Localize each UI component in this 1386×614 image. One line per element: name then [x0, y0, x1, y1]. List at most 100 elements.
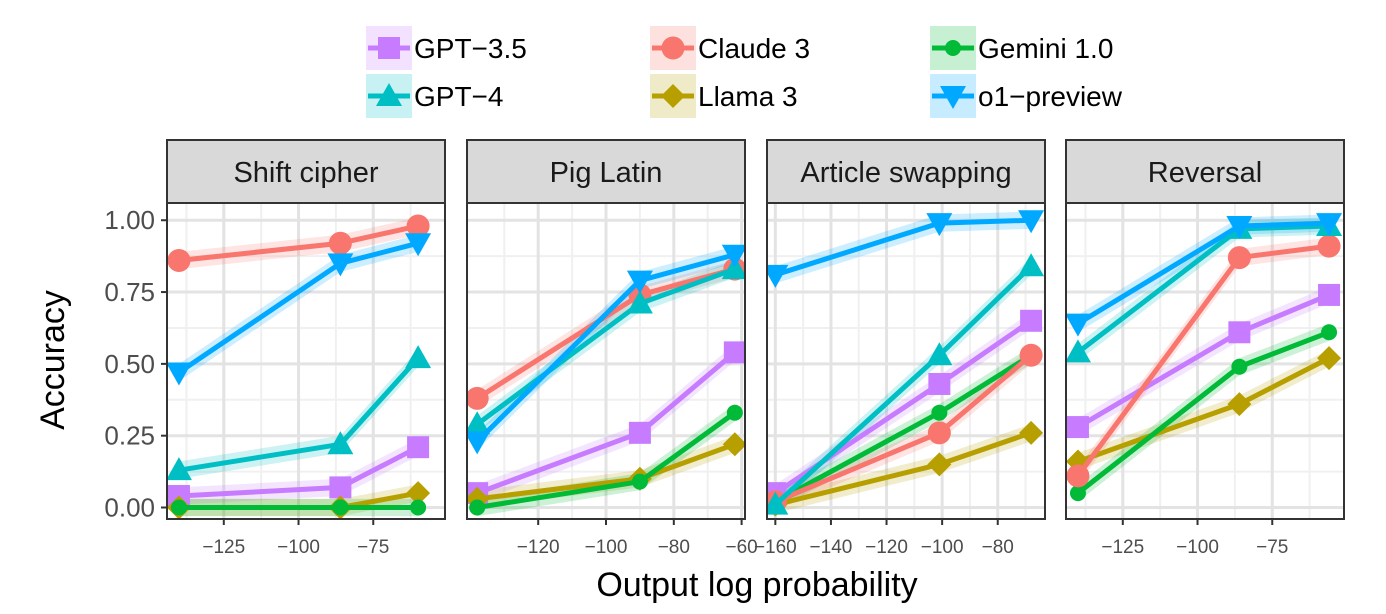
- panels: Shift cipher −125 −100 −75 0.00 0.25 0.50 0.75 1…: [104, 139, 1345, 558]
- series-layer: [767, 210, 1045, 517]
- data-point-o1-preview: [721, 244, 745, 268]
- x-tick-label: −80: [982, 537, 1014, 558]
- facet-strip: [766, 139, 1046, 204]
- x-tick-label: −160: [754, 537, 797, 558]
- x-tick-label: −60: [725, 537, 757, 558]
- legend: GPT−3.5 Claude 3 Gemini 1.0 GPT−4 Llama 3 o1−…: [366, 26, 1123, 118]
- data-point-claude-3: [167, 248, 191, 272]
- panel-pig-latin: Pig Latin −120 −100 −80 −60: [466, 139, 758, 558]
- data-point-o1-preview: [167, 362, 192, 386]
- x-tick-label: −120: [517, 537, 560, 558]
- legend-label: GPT−3.5: [414, 33, 527, 64]
- data-point-gemini-1-0: [469, 499, 486, 516]
- data-point-claude-3: [467, 386, 489, 410]
- data-point-gemini-1-0: [170, 499, 187, 516]
- panel-border: [766, 202, 1046, 520]
- data-point-o1-preview: [405, 233, 432, 257]
- data-point-llama-3: [406, 481, 431, 506]
- legend-label: Claude 3: [698, 33, 810, 64]
- x-tick-label: −120: [865, 537, 908, 558]
- data-point-gpt-3-5: [723, 341, 745, 364]
- data-point-gemini-1-0: [931, 404, 948, 421]
- gridlines: [167, 203, 445, 519]
- data-point-gemini-1-0: [726, 404, 743, 421]
- data-point-gemini-1-0: [332, 499, 349, 516]
- legend-marker-diamond: [661, 84, 685, 108]
- data-point-o1-preview: [626, 270, 653, 294]
- data-point-gpt-4: [405, 345, 432, 369]
- data-point-gemini-1-0: [631, 473, 648, 490]
- data-point-llama-3: [1019, 420, 1044, 445]
- y-axis-label: Accuracy: [34, 290, 72, 430]
- data-point-llama-3: [722, 432, 745, 457]
- y-tick-label: 0.25: [104, 421, 155, 451]
- data-point-claude-3: [1317, 234, 1341, 258]
- data-point-o1-preview: [767, 264, 789, 288]
- legend-item-o1-preview: o1−preview: [930, 74, 1123, 118]
- data-point-o1-preview: [1226, 215, 1253, 239]
- data-point-gemini-1-0: [1321, 324, 1338, 341]
- data-point-o1-preview: [467, 431, 491, 455]
- legend-label: Gemini 1.0: [978, 33, 1113, 64]
- panel-reversal: Reversal −125 −100 −75: [1065, 139, 1345, 558]
- y-tick-label: 0.00: [104, 493, 155, 523]
- y-tick-label: 1.00: [104, 205, 155, 235]
- panel-article-swapping: Article swapping −160 −140 −120 −100 −80: [754, 139, 1046, 558]
- facet-title: Reversal: [1148, 157, 1262, 189]
- legend-marker-triangle-up: [376, 83, 402, 106]
- data-point-claude-3: [1227, 246, 1251, 270]
- series-layer: [167, 214, 432, 519]
- confidence-band-o1-preview: [775, 211, 1032, 284]
- x-tick-label: −100: [921, 537, 964, 558]
- data-point-gpt-4: [467, 411, 491, 435]
- y-tick-label: 0.50: [104, 349, 155, 379]
- data-point-gpt-3-5: [1066, 416, 1089, 439]
- x-tick-label: −140: [810, 537, 853, 558]
- data-point-gpt-3-5: [1020, 309, 1043, 332]
- data-point-gpt-3-5: [329, 476, 352, 499]
- panel-border: [166, 202, 446, 520]
- facet-strip: [166, 139, 446, 204]
- data-point-claude-3: [328, 231, 352, 255]
- data-point-claude-3: [406, 214, 430, 238]
- legend-label: GPT−4: [414, 81, 503, 112]
- data-point-gpt-3-5: [407, 436, 430, 459]
- legend-marker-triangle-down: [940, 86, 966, 109]
- data-point-gpt-4: [1018, 253, 1045, 277]
- data-point-claude-3: [927, 421, 951, 445]
- data-point-gpt-3-5: [928, 372, 951, 395]
- data-point-gpt-3-5: [1228, 321, 1251, 344]
- panel-shift-cipher: Shift cipher −125 −100 −75 0.00 0.25 0.50 0.75 1…: [104, 139, 446, 558]
- x-tick-label: −125: [202, 537, 245, 558]
- data-point-o1-preview: [926, 213, 953, 237]
- x-tick-label: −100: [1176, 537, 1219, 558]
- x-tick-label: −125: [1101, 537, 1144, 558]
- confidence-band-o1-preview: [477, 246, 735, 451]
- data-point-gemini-1-0: [1231, 358, 1248, 375]
- confidence-band-gpt-3-5: [178, 438, 419, 505]
- data-point-claude-3: [1066, 464, 1090, 488]
- x-tick-label: −100: [585, 537, 628, 558]
- series-layer: [467, 244, 745, 517]
- facet-title: Pig Latin: [550, 157, 663, 189]
- data-point-gemini-1-0: [1069, 485, 1086, 502]
- legend-item-gemini-1-0: Gemini 1.0: [930, 26, 1113, 70]
- data-point-o1-preview: [1018, 210, 1045, 234]
- legend-marker-dot: [945, 40, 961, 56]
- x-tick-label: −75: [357, 537, 389, 558]
- legend-item-llama-3: Llama 3: [650, 74, 798, 118]
- y-tick-label: 0.75: [104, 277, 155, 307]
- facet-title: Article swapping: [800, 157, 1011, 189]
- data-point-gpt-4: [926, 342, 953, 366]
- panel-border: [1065, 202, 1345, 520]
- facet-title: Shift cipher: [233, 157, 378, 189]
- legend-label: o1−preview: [978, 81, 1123, 112]
- data-point-o1-preview: [1316, 213, 1343, 237]
- facet-strip: [1065, 139, 1345, 204]
- data-point-gpt-4: [167, 457, 192, 481]
- x-tick-label: −80: [658, 537, 690, 558]
- legend-label: Llama 3: [698, 81, 798, 112]
- data-point-llama-3: [1227, 392, 1252, 417]
- data-point-gemini-1-0: [410, 499, 427, 516]
